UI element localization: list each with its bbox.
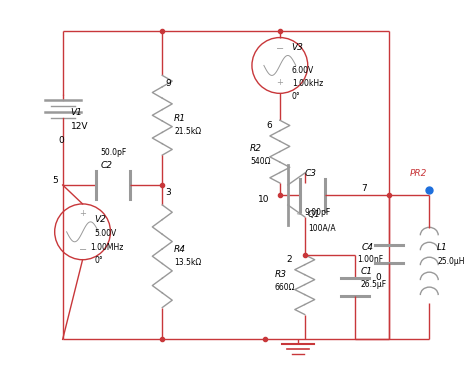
Text: 13.5kΩ: 13.5kΩ	[174, 258, 201, 267]
Text: R3: R3	[275, 270, 287, 279]
Text: 9.00pF: 9.00pF	[305, 208, 331, 218]
Text: 9: 9	[165, 79, 171, 88]
Text: 1.00kHz: 1.00kHz	[292, 79, 323, 88]
Text: 7: 7	[362, 185, 367, 194]
Text: 5: 5	[53, 175, 58, 185]
Text: 0°: 0°	[94, 256, 103, 265]
Text: R1: R1	[174, 114, 186, 123]
Text: 25.0µH: 25.0µH	[437, 257, 465, 266]
Text: 6.00V: 6.00V	[292, 66, 314, 75]
Text: 0: 0	[59, 136, 64, 145]
Text: V2: V2	[94, 215, 106, 224]
Text: 540Ω: 540Ω	[250, 157, 271, 166]
Text: R2: R2	[250, 144, 262, 153]
Text: 21.5kΩ: 21.5kΩ	[174, 127, 201, 136]
Text: 50.0pF: 50.0pF	[100, 148, 127, 157]
Text: C4: C4	[362, 243, 374, 252]
Text: −: −	[276, 44, 284, 54]
Text: 5.00V: 5.00V	[94, 229, 117, 238]
Text: V3: V3	[292, 43, 304, 52]
Text: C1: C1	[361, 267, 373, 276]
Text: +: +	[79, 209, 86, 218]
Text: 26.5µF: 26.5µF	[361, 280, 387, 289]
Text: 100A/A: 100A/A	[308, 223, 336, 232]
Text: R4: R4	[174, 245, 186, 254]
Text: 0: 0	[375, 273, 381, 282]
Text: −: −	[79, 245, 87, 255]
Text: 660Ω: 660Ω	[275, 283, 295, 292]
Text: 10: 10	[258, 195, 269, 205]
Text: L1: L1	[437, 243, 448, 252]
Text: 3: 3	[165, 188, 171, 198]
Text: 1.00MHz: 1.00MHz	[91, 243, 124, 252]
Text: 6: 6	[266, 121, 272, 130]
Text: V1: V1	[71, 108, 82, 117]
Text: C3: C3	[305, 169, 317, 178]
Text: 2: 2	[287, 255, 292, 264]
Text: 0°: 0°	[292, 92, 301, 101]
Text: +: +	[276, 78, 283, 87]
Text: Q1: Q1	[308, 211, 320, 219]
Text: C2: C2	[100, 161, 112, 169]
Text: 12V: 12V	[71, 122, 88, 131]
Text: PR2: PR2	[410, 169, 427, 178]
Text: 1.00nF: 1.00nF	[357, 255, 383, 264]
